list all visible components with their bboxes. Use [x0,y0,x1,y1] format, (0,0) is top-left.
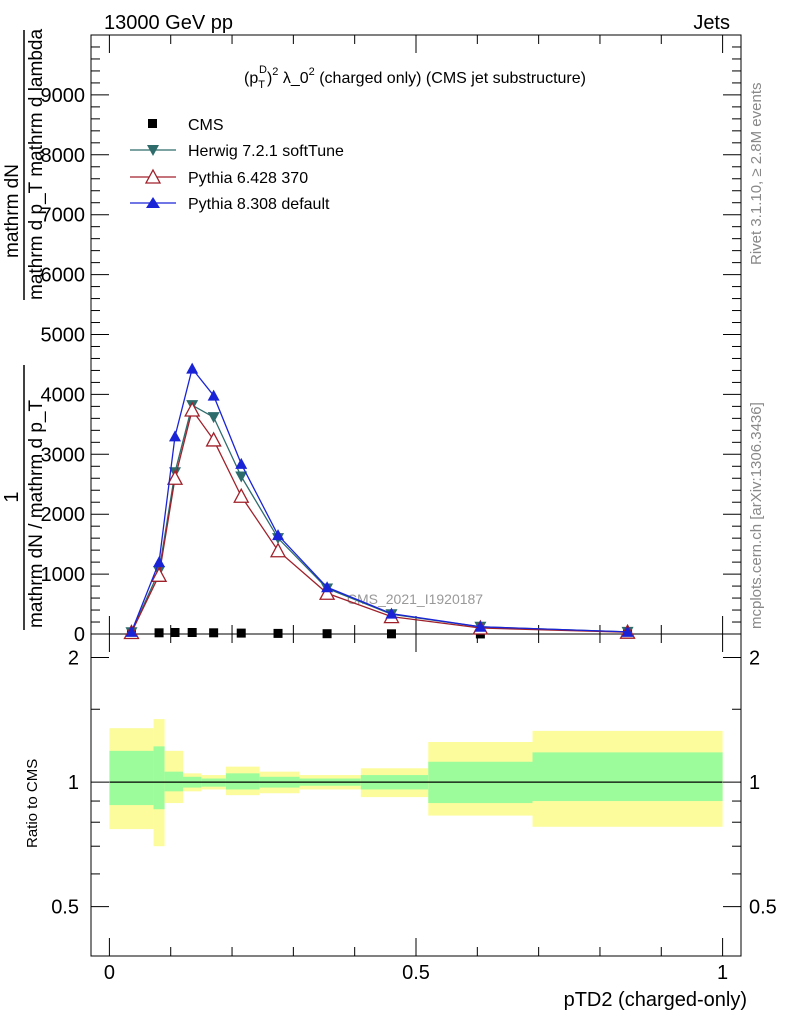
main-ytick-label-8: 8000 [41,145,86,167]
main-y-axis-label: 1 mathrm dN / mathrm d p_T mathrm dN mat… [1,29,47,630]
legend-item-pythia8: Pythia 8.308 default [130,196,330,213]
point-pythia6-6 [269,542,287,558]
main-ytick-label-4: 4000 [41,384,86,406]
point-cms-4 [209,628,219,638]
point-herwig-4 [207,412,220,424]
main-ytick-label-5: 5000 [41,325,86,347]
xtick-label-0: 0 [104,962,115,984]
ratio-band-inner-10 [532,752,723,802]
main-plot-axes: 0 1000 2000 3000 4000 5000 6000 7000 8000 9000 [41,34,742,646]
point-cms-1 [154,628,164,638]
ratio-band-inner-1 [153,746,165,810]
ratio-ytick-label-left-0: 0.5 [51,897,79,919]
point-cms-6 [273,628,283,638]
header-energy-label: 13000 GeV pp [104,12,233,34]
series-pythia8 [125,362,634,637]
analysis-watermark: CMS_2021_I1920187 [347,591,483,607]
main-ytick-label-3: 3000 [41,444,86,466]
point-pythia8-3 [186,362,199,374]
point-pythia8-7 [321,581,334,593]
y-label-numerator2: mathrm d p_T mathrm d lambda [26,29,47,300]
point-pythia8-1 [153,556,166,568]
point-pythia6-4 [205,431,222,447]
point-pythia6-1 [150,566,168,582]
point-pythia8-10 [621,625,634,637]
ratio-band-inner-0 [109,750,154,806]
legend-item-pythia6: Pythia 6.428 370 [130,168,308,187]
point-pythia6-7 [318,584,336,600]
ratio-ytick-label-right-2: 2 [749,648,760,670]
mcplots-label: mcplots.cern.ch [arXiv:1306.3436] [748,402,765,629]
point-pythia8-9 [474,620,487,632]
legend-pythia8-marker [146,197,160,208]
legend-herwig-label: Herwig 7.2.1 softTune [188,143,344,160]
legend-pythia6-label: Pythia 6.428 370 [188,170,308,187]
main-ytick-label-6: 6000 [41,265,86,287]
xtick-label-1: 0.5 [402,962,430,984]
legend-pythia6-marker [144,168,162,184]
rivet-version-label: Rivet 3.1.10, ≥ 2.8M events [748,83,765,266]
main-ytick-label-7: 7000 [41,205,86,227]
ratio-plot-axes: 0.5 0.5 1 1 2 2 0 0.5 1 [51,633,777,984]
y-label-denominator: mathrm dN / mathrm d p_T [26,400,47,628]
point-cms-7 [322,629,332,639]
main-ytick-label-9: 9000 [41,85,86,107]
point-pythia6-3 [184,401,201,417]
point-cms-8 [386,629,396,639]
legend-cms-marker [148,119,157,128]
point-pythia8-6 [272,529,285,541]
ratio-ytick-label-left-1: 1 [68,772,79,794]
legend-herwig-marker [147,145,159,156]
legend-cms-label: CMS [188,117,224,134]
ratio-ytick-label-left-2: 2 [68,648,79,670]
main-ytick-label-1: 1000 [41,564,86,586]
ratio-ytick-label-right-0: 0.5 [749,897,777,919]
point-cms-5 [236,628,246,638]
ratio-band-inner-2 [164,771,183,792]
legend: CMS Herwig 7.2.1 softTune Pythia 6.428 3… [130,117,344,213]
series-layer [123,362,636,640]
point-pythia6-2 [166,469,184,485]
point-cms-2 [170,628,180,638]
xtick-label-2: 1 [717,962,728,984]
point-herwig-5 [235,471,248,483]
ratio-y-axis-label: Ratio to CMS [24,759,41,848]
main-ytick-label-2: 2000 [41,504,86,526]
point-cms-3 [187,628,197,638]
point-pythia8-4 [207,389,220,401]
y-label-one: 1 [1,491,23,502]
legend-item-cms: CMS [148,117,224,134]
y-label-numerator: mathrm dN [2,164,23,258]
point-pythia8-2 [169,430,182,442]
header-jets-label: Jets [693,12,730,34]
ratio-band-inner-5 [225,773,260,790]
point-pythia8-0 [125,625,138,637]
point-pythia8-5 [235,457,248,469]
ratio-ytick-label-right-1: 1 [749,772,760,794]
legend-item-herwig: Herwig 7.2.1 softTune [130,143,344,160]
x-axis-label: pTD2 (charged-only) [564,989,747,1011]
main-ytick-label-0: 0 [74,624,85,646]
point-pythia8-8 [385,607,398,619]
point-pythia6-5 [233,487,250,503]
legend-pythia8-label: Pythia 8.308 default [188,196,330,213]
chart-title: (pTD)2 λ_02 (charged only) (CMS jet subs… [244,64,586,91]
